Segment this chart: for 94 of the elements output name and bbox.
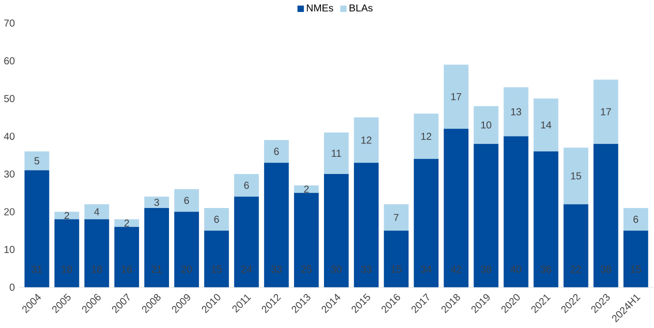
data-label: 18 (92, 266, 102, 273)
bar (594, 144, 618, 288)
bar (234, 196, 259, 288)
legend-label: BLAs (350, 4, 373, 12)
bar (114, 219, 140, 227)
data-label: 33 (361, 266, 372, 273)
data-label: 38 (600, 266, 612, 273)
bar (324, 132, 349, 174)
y-tick-label: 0 (10, 284, 15, 291)
bar (354, 117, 379, 163)
bar (54, 212, 80, 220)
y-tick-label: 10 (4, 246, 15, 254)
data-label: 12 (421, 132, 432, 140)
data-label: 15 (212, 266, 222, 273)
bar (264, 140, 289, 163)
data-label: 20 (182, 266, 192, 273)
bar (594, 80, 618, 144)
bar (174, 212, 199, 288)
bar (564, 148, 588, 204)
y-tick-label: 50 (4, 94, 15, 102)
bar (114, 226, 140, 288)
data-label: 6 (244, 182, 249, 189)
data-label: 6 (634, 216, 638, 223)
data-label: 31 (32, 266, 42, 273)
data-label: 10 (481, 121, 492, 128)
data-label: 3 (154, 198, 160, 206)
data-label: 24 (241, 266, 252, 273)
bar (564, 204, 588, 288)
bar (84, 219, 110, 288)
bar (174, 189, 199, 212)
data-label: 14 (541, 121, 552, 128)
bar (414, 114, 439, 159)
bar (474, 106, 498, 144)
data-label: 22 (570, 266, 581, 273)
data-label: 18 (62, 266, 72, 273)
data-label: 6 (214, 216, 219, 223)
data-label: 40 (510, 266, 522, 273)
y-tick-label: 20 (4, 208, 15, 216)
bar (324, 174, 349, 288)
data-label: 6 (274, 148, 279, 155)
data-label: 12 (361, 136, 372, 144)
y-tick-label: 70 (4, 19, 15, 27)
bar (294, 192, 319, 288)
bar (204, 230, 229, 288)
data-label: 30 (331, 266, 342, 273)
data-label: 21 (152, 266, 162, 273)
data-label: 38 (480, 266, 492, 273)
y-tick-label: 30 (4, 170, 15, 178)
bar (384, 230, 409, 288)
bar (384, 204, 409, 231)
bar (474, 144, 498, 288)
data-label: 17 (451, 93, 462, 100)
data-label: 42 (450, 266, 462, 273)
bar (24, 151, 50, 170)
data-label: 2 (124, 220, 129, 227)
bar (204, 208, 229, 231)
bar (414, 158, 439, 288)
bar (623, 230, 648, 288)
data-label: 34 (420, 266, 432, 273)
data-label: 36 (540, 266, 552, 273)
data-label: 25 (301, 266, 312, 273)
bar (54, 219, 80, 288)
data-label: 11 (332, 150, 342, 157)
bar (534, 98, 558, 152)
data-label: 17 (601, 108, 611, 116)
y-tick-label: 60 (4, 57, 15, 64)
bar (354, 162, 379, 288)
data-label: 15 (571, 172, 582, 180)
y-tick-label: 40 (4, 132, 15, 140)
data-label: 13 (511, 108, 522, 116)
bar (623, 208, 648, 231)
bar (24, 170, 50, 288)
data-label: 4 (94, 208, 100, 216)
data-label: 7 (394, 214, 399, 221)
bar (144, 196, 170, 208)
bar (234, 174, 259, 197)
bar (444, 64, 468, 129)
data-label: 6 (184, 196, 189, 204)
bar (534, 151, 558, 288)
bar (294, 185, 319, 193)
data-label: 16 (122, 266, 132, 273)
data-label: 15 (630, 266, 641, 273)
bar (444, 128, 468, 288)
bar (84, 204, 110, 220)
data-label: 2 (304, 186, 309, 193)
bar (264, 162, 289, 288)
bar (504, 87, 528, 136)
legend-label: NMEs (306, 4, 334, 12)
bar (144, 208, 170, 288)
bar (504, 136, 528, 288)
data-label: 33 (271, 266, 282, 273)
data-label: 2 (64, 212, 70, 219)
data-label: 5 (34, 157, 40, 164)
data-label: 15 (391, 266, 402, 273)
